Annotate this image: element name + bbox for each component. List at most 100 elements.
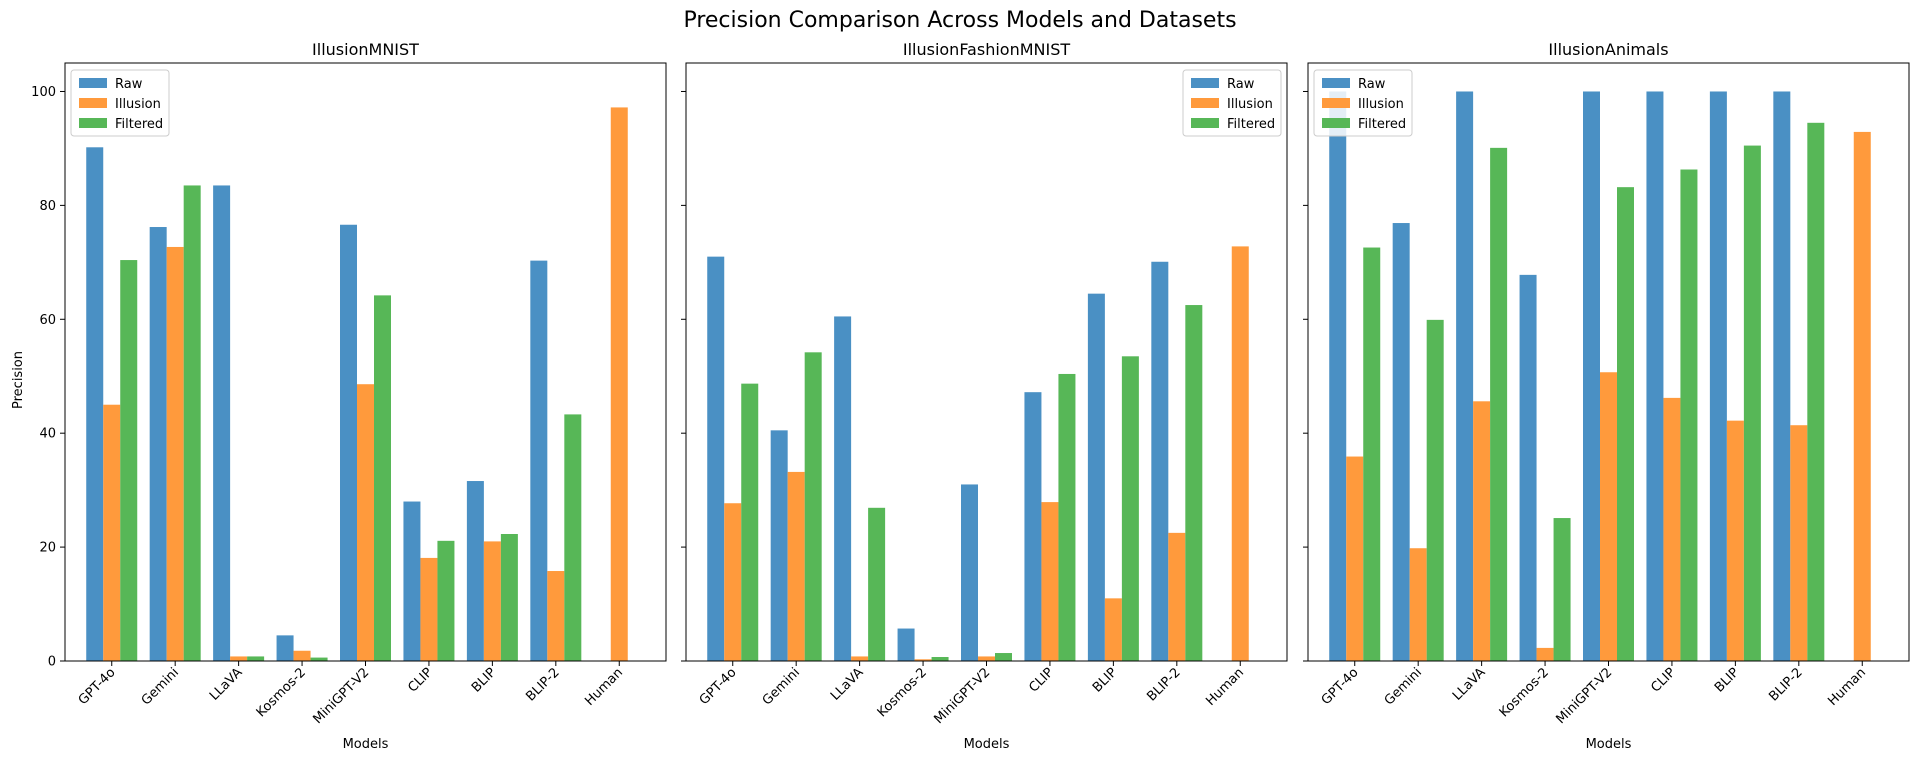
bar-filtered-llava bbox=[868, 507, 886, 661]
x-tick-label: BLIP bbox=[1712, 665, 1742, 695]
x-tick-label: Kosmos-2 bbox=[1497, 665, 1552, 720]
x-tick-label: BLIP bbox=[1090, 665, 1120, 695]
bar-illusion-clip bbox=[1041, 502, 1059, 661]
x-tick-label: CLIP bbox=[1026, 665, 1057, 696]
bar-illusion-blip bbox=[483, 541, 501, 661]
panel-title: IllusionAnimals bbox=[1548, 40, 1668, 59]
bar-filtered-clip bbox=[1058, 373, 1076, 661]
bar-filtered-kosmos-2 bbox=[1553, 518, 1571, 661]
bar-raw-gpt-4o bbox=[707, 256, 725, 661]
bar-filtered-blip bbox=[500, 534, 518, 661]
chart-title: Precision Comparison Across Models and D… bbox=[683, 8, 1236, 33]
bar-raw-gemini bbox=[770, 430, 788, 661]
bar-filtered-blip-2 bbox=[1185, 305, 1203, 661]
x-tick-label: Human bbox=[582, 665, 626, 709]
bar-filtered-blip bbox=[1121, 356, 1139, 661]
bar-filtered-gemini bbox=[183, 185, 201, 661]
x-tick-label: BLIP-2 bbox=[1144, 665, 1183, 704]
bar-illusion-blip-2 bbox=[1168, 532, 1186, 661]
x-tick-label: GPT-4o bbox=[76, 665, 119, 708]
bar-raw-blip-2 bbox=[530, 260, 548, 661]
bar-filtered-minigpt-v2 bbox=[995, 653, 1012, 661]
legend-swatch-illusion bbox=[1322, 98, 1350, 108]
bar-illusion-kosmos-2 bbox=[1536, 647, 1554, 661]
bar-illusion-blip bbox=[1104, 598, 1122, 661]
bar-raw-kosmos-2 bbox=[1519, 274, 1537, 661]
legend-label-illusion: Illusion bbox=[1358, 97, 1404, 112]
y-tick-label: 80 bbox=[39, 199, 56, 214]
legend-label-raw: Raw bbox=[1227, 77, 1255, 92]
legend-swatch-illusion bbox=[79, 98, 107, 108]
y-tick-label: 100 bbox=[31, 85, 56, 100]
bar-illusion-gemini bbox=[1409, 548, 1427, 661]
bar-illusion-gpt-4o bbox=[1346, 456, 1364, 661]
bar-raw-llava bbox=[834, 316, 852, 661]
x-tick-label: Human bbox=[1825, 665, 1869, 709]
x-tick-label: Kosmos-2 bbox=[254, 665, 309, 720]
bar-raw-llava bbox=[1456, 91, 1474, 662]
bar-raw-minigpt-v2 bbox=[340, 224, 357, 662]
bar-filtered-blip-2 bbox=[564, 414, 582, 661]
bar-raw-gpt-4o bbox=[86, 147, 104, 662]
legend-label-filtered: Filtered bbox=[1227, 117, 1275, 132]
bar-illusion-minigpt-v2 bbox=[357, 384, 374, 661]
bar-illusion-minigpt-v2 bbox=[1600, 372, 1617, 661]
x-tick-label: LLaVA bbox=[828, 665, 867, 704]
panels: IllusionMNIST 0 20 40 60 80 100 GPT-4o Gemini LLa… bbox=[31, 40, 1910, 752]
bar-filtered-clip bbox=[437, 540, 455, 661]
bar-raw-kosmos-2 bbox=[276, 635, 294, 661]
bar-filtered-blip-2 bbox=[1807, 122, 1825, 662]
legend: Raw Illusion Filtered bbox=[1182, 69, 1282, 137]
legend-label-filtered: Filtered bbox=[115, 117, 163, 132]
y-tick-label: 0 bbox=[48, 655, 56, 670]
bar-illusion-llava bbox=[851, 656, 869, 661]
x-axis-label: Models bbox=[964, 737, 1010, 752]
x-axis-label: Models bbox=[1586, 737, 1632, 752]
bar-raw-kosmos-2 bbox=[897, 628, 915, 661]
bar-raw-gemini bbox=[1392, 223, 1410, 662]
x-axis-label: Models bbox=[343, 737, 389, 752]
bar-illusion-gemini bbox=[166, 246, 184, 661]
bar-illusion-llava bbox=[230, 656, 248, 661]
x-tick-label: Gemini bbox=[1382, 665, 1425, 708]
bar-raw-gemini bbox=[149, 227, 167, 661]
x-tick-label: BLIP bbox=[469, 665, 499, 695]
x-tick-label: LLaVA bbox=[207, 665, 246, 704]
x-tick-label: BLIP-2 bbox=[1766, 665, 1805, 704]
x-tick-label: LLaVA bbox=[1450, 665, 1489, 704]
x-tick-label: CLIP bbox=[1648, 665, 1679, 696]
bar-raw-clip bbox=[1646, 91, 1664, 662]
bar-illusion-clip bbox=[1663, 397, 1681, 661]
legend-label-illusion: Illusion bbox=[115, 97, 161, 112]
legend-label-raw: Raw bbox=[1358, 77, 1386, 92]
y-tick-label: 40 bbox=[39, 427, 56, 442]
bar-raw-llava bbox=[213, 185, 231, 661]
bar-filtered-gemini bbox=[804, 352, 822, 661]
bar-raw-minigpt-v2 bbox=[1583, 91, 1600, 662]
bar-illusion-gpt-4o bbox=[103, 404, 121, 661]
bar-filtered-llava bbox=[1490, 147, 1508, 662]
legend-swatch-filtered bbox=[1191, 118, 1219, 128]
bar-illusion-blip bbox=[1726, 420, 1744, 661]
bar-raw-clip bbox=[1024, 392, 1042, 661]
panel-title: IllusionFashionMNIST bbox=[903, 40, 1071, 59]
bar-raw-minigpt-v2 bbox=[961, 484, 978, 661]
bar-filtered-gpt-4o bbox=[1363, 247, 1381, 661]
y-tick-label: 20 bbox=[39, 541, 56, 556]
panel-2: IllusionAnimals GPT-4o Gemini LLaVA Kosmos-2… bbox=[1303, 40, 1910, 752]
bar-raw-blip-2 bbox=[1773, 91, 1791, 662]
bar-illusion-human bbox=[1231, 246, 1249, 661]
legend-swatch-filtered bbox=[1322, 118, 1350, 128]
x-tick-label: MiniGPT-V2 bbox=[932, 665, 994, 727]
legend-swatch-illusion bbox=[1191, 98, 1219, 108]
bar-raw-blip bbox=[1709, 91, 1727, 662]
bar-illusion-llava bbox=[1473, 401, 1491, 661]
legend: Raw Illusion Filtered bbox=[70, 69, 170, 137]
bar-illusion-clip bbox=[420, 557, 438, 661]
bar-illusion-kosmos-2 bbox=[293, 650, 311, 661]
bar-raw-clip bbox=[403, 501, 421, 661]
bar-filtered-minigpt-v2 bbox=[374, 295, 391, 661]
x-tick-label: Human bbox=[1203, 665, 1247, 709]
legend: Raw Illusion Filtered bbox=[1313, 69, 1413, 137]
